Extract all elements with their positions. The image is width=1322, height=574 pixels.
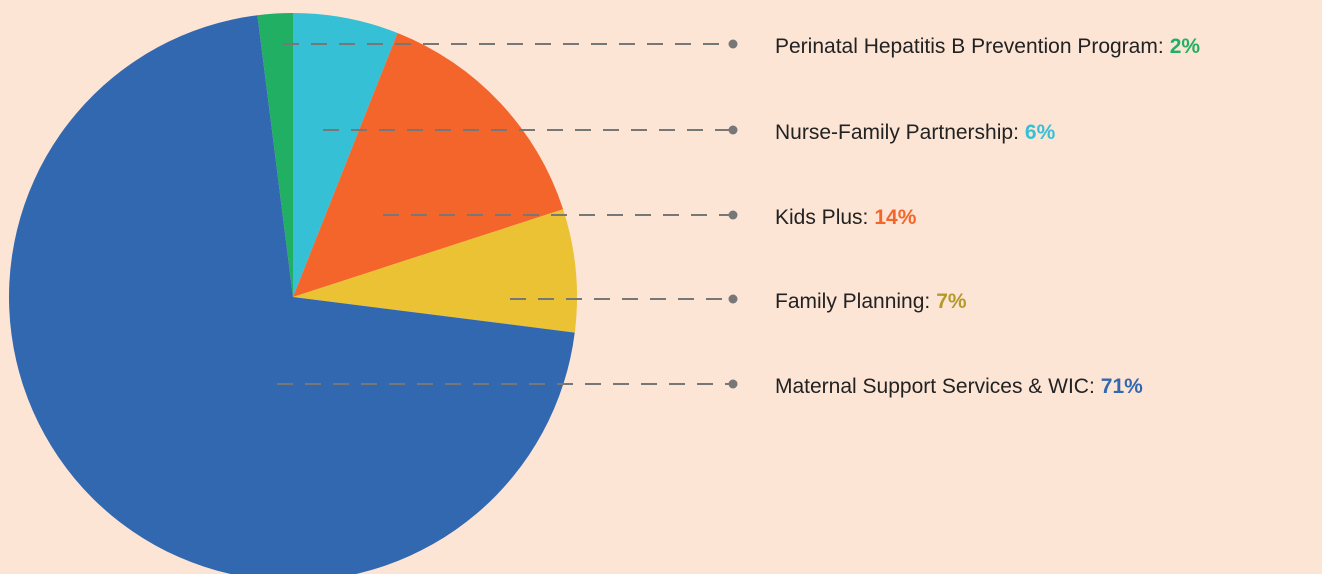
category-label: Maternal Support Services & WIC: [775,375,1095,398]
value-label: 2% [1170,35,1201,58]
category-label: Family Planning: [775,290,930,313]
legend-label: Kids Plus: 14% [775,206,917,229]
category-label: Nurse-Family Partnership: [775,121,1019,144]
leader-dot [728,39,738,49]
pie-slice [257,13,293,297]
leader-dot [728,294,738,304]
pie-slice [293,209,577,333]
pie-slice [293,13,398,297]
value-label: 6% [1025,121,1056,144]
value-label: 71% [1101,375,1143,398]
category-label: Kids Plus: [775,206,868,229]
pie-slice [9,15,575,574]
legend-label: Family Planning: 7% [775,290,967,313]
leader-dot [728,379,738,389]
category-label: Perinatal Hepatitis B Prevention Program… [775,35,1164,58]
leader-dot [728,210,738,220]
value-label: 14% [874,206,916,229]
value-label: 7% [936,290,967,313]
legend-label: Nurse-Family Partnership: 6% [775,121,1056,144]
legend-label: Perinatal Hepatitis B Prevention Program… [775,35,1200,58]
pie-slice [293,32,564,297]
leader-dot [728,125,738,135]
legend-label: Maternal Support Services & WIC: 71% [775,375,1143,398]
